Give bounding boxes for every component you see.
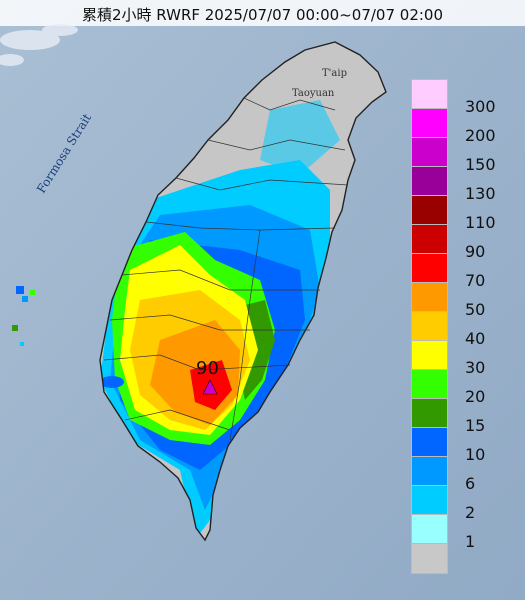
legend-label: 130	[465, 184, 496, 203]
legend-swatch	[411, 253, 448, 284]
legend-label: 300	[465, 97, 496, 116]
county-boundaries	[103, 97, 349, 441]
legend-swatch	[411, 485, 448, 516]
legend-label: 2	[465, 503, 476, 522]
legend-swatch	[411, 543, 448, 574]
legend-swatch	[411, 456, 448, 487]
legend-swatch	[411, 369, 448, 400]
legend-swatch	[411, 398, 448, 429]
city-label-taipei: T'aip	[322, 68, 347, 79]
rain-band-north	[260, 100, 340, 175]
legend-swatch	[411, 514, 448, 545]
city-label-taoyuan: Taoyuan	[292, 88, 335, 99]
legend-swatch	[411, 224, 448, 255]
legend-swatch	[411, 137, 448, 168]
title-bar-bg	[0, 0, 525, 26]
legend-swatch	[411, 108, 448, 139]
legend-label: 20	[465, 387, 486, 406]
legend-swatch	[411, 340, 448, 371]
legend-swatch	[411, 311, 448, 342]
legend-label: 200	[465, 126, 496, 145]
legend-label: 150	[465, 155, 496, 174]
legend-swatch	[411, 195, 448, 226]
sea-rain-specks	[12, 286, 35, 346]
rain-spot-sw	[100, 376, 124, 388]
legend-label: 30	[465, 358, 486, 377]
peak-value-label: 90	[196, 358, 219, 379]
legend-label: 15	[465, 416, 486, 435]
map-title: 累積2小時 RWRF 2025/07/07 00:00~07/07 02:00	[81, 6, 444, 24]
legend-label: 1	[465, 532, 476, 551]
color-legend: 300 200 150 130 110 90 70 50 40 30 20 15 10 6 2 1	[411, 79, 517, 574]
peak-marker-icon	[202, 379, 218, 395]
legend-label: 110	[465, 213, 496, 232]
legend-swatch	[411, 427, 448, 458]
legend-label: 40	[465, 329, 486, 348]
legend-label: 50	[465, 300, 486, 319]
coastline	[99, 41, 387, 542]
legend-label: 70	[465, 271, 486, 290]
legend-swatch	[411, 166, 448, 197]
legend-label: 10	[465, 445, 486, 464]
cloud-patches	[0, 24, 78, 66]
legend-label: 90	[465, 242, 486, 261]
legend-swatch	[411, 79, 448, 110]
legend-swatch	[411, 282, 448, 313]
legend-label: 6	[465, 474, 476, 493]
